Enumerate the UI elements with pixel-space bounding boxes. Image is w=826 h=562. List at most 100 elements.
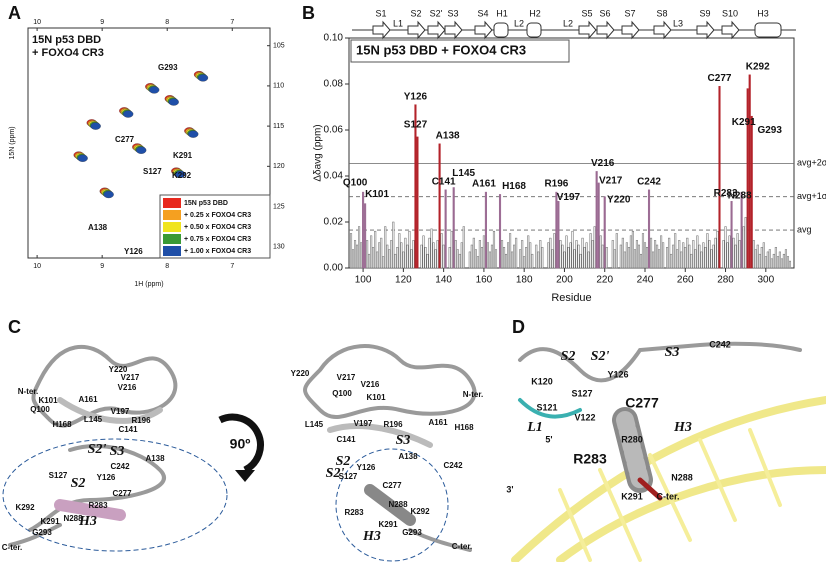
bar <box>688 244 691 269</box>
bar <box>615 233 618 269</box>
bar <box>660 235 663 269</box>
bar <box>575 240 578 269</box>
legend-swatch <box>163 210 181 220</box>
bar <box>611 240 614 269</box>
bar <box>651 251 655 269</box>
bar <box>480 247 483 269</box>
bar <box>593 226 596 269</box>
bar <box>649 237 653 269</box>
bar <box>647 189 651 269</box>
bar <box>748 74 751 269</box>
y-tick-label: 0.06 <box>324 125 344 136</box>
bar <box>766 251 769 269</box>
bar <box>641 233 645 269</box>
x-tick-label: 280 <box>717 275 734 286</box>
bar <box>591 240 594 269</box>
bar <box>742 226 745 269</box>
bar <box>478 240 481 269</box>
bar <box>370 235 373 269</box>
bar <box>535 244 538 269</box>
ss-label: S6 <box>599 8 610 18</box>
data-label: V216 <box>591 158 615 169</box>
bar <box>597 182 600 269</box>
legend-swatch <box>163 198 181 208</box>
bar <box>414 104 417 269</box>
bar <box>376 251 379 269</box>
bar <box>772 253 775 269</box>
bar <box>505 253 508 269</box>
data-label: R283 <box>714 188 738 199</box>
chart-title: + FOXO4 CR3 <box>32 47 104 59</box>
structure-label: A161 <box>78 395 98 404</box>
bar <box>724 226 727 269</box>
bar <box>541 247 544 269</box>
structure-label: K120 <box>531 376 553 386</box>
bar <box>625 242 628 269</box>
ss-label: S10 <box>722 8 738 18</box>
bar <box>482 235 485 269</box>
bar <box>523 256 526 269</box>
structure-label: V217 <box>337 373 356 382</box>
y-tick-label: 0.08 <box>324 79 344 90</box>
bar <box>654 240 657 269</box>
chart-title: 15N p53 DBD + FOXO4 CR3 <box>356 42 526 57</box>
ss-strand <box>578 20 597 40</box>
structure-label: K292 <box>410 507 430 516</box>
bar <box>474 249 477 269</box>
structure-label: C277 <box>382 481 402 490</box>
legend-label: + 0.50 x FOXO4 CR3 <box>184 224 251 231</box>
bar <box>760 247 763 269</box>
structure-label: C242 <box>709 339 731 349</box>
bar <box>432 242 435 269</box>
bar <box>358 226 361 269</box>
structure-label: R196 <box>383 420 403 429</box>
x-tick-label: 9 <box>100 19 104 26</box>
bar <box>569 242 572 269</box>
bar <box>450 230 453 269</box>
ss-helix <box>526 22 542 38</box>
data-label: N288 <box>728 191 752 202</box>
bar <box>595 171 598 269</box>
structure-label: Q100 <box>30 405 50 414</box>
bar <box>458 253 461 269</box>
structure-label: L145 <box>84 415 103 424</box>
x-tick-label: 160 <box>476 275 493 286</box>
data-label: C277 <box>708 73 732 84</box>
bar <box>770 258 773 269</box>
bar <box>537 251 540 269</box>
structure-label: H168 <box>454 423 474 432</box>
bar <box>436 240 439 269</box>
reference-label: avg+2σ <box>797 158 826 168</box>
structure-label: K291 <box>40 517 60 526</box>
bar <box>388 249 391 269</box>
x-tick-label: 10 <box>33 263 41 270</box>
structure-label: Y220 <box>109 365 128 374</box>
bar <box>351 249 355 269</box>
structure-label: Y126 <box>357 463 376 472</box>
x-tick-label: 100 <box>355 275 372 286</box>
ss-label: L3 <box>673 18 683 28</box>
bar <box>623 251 626 269</box>
bar <box>509 233 512 269</box>
structure-label: N-ter. <box>463 390 483 399</box>
structure-label: A138 <box>145 454 165 463</box>
bar <box>494 249 498 269</box>
data-label: L145 <box>452 168 475 179</box>
ss-label: S5 <box>581 8 592 18</box>
structure-label: V216 <box>118 383 137 392</box>
bar <box>380 237 383 269</box>
ss-strand <box>474 20 493 40</box>
bar <box>539 240 542 269</box>
bar <box>716 230 719 269</box>
bar <box>621 237 624 269</box>
structure-label: S127 <box>339 472 358 481</box>
peak <box>149 86 160 94</box>
bar <box>372 247 375 269</box>
bar <box>645 247 649 269</box>
peak <box>136 146 147 154</box>
y-tick-label: 120 <box>273 163 285 170</box>
y-tick-label: 0.04 <box>324 171 344 182</box>
bar <box>629 235 632 269</box>
bar <box>513 244 516 269</box>
